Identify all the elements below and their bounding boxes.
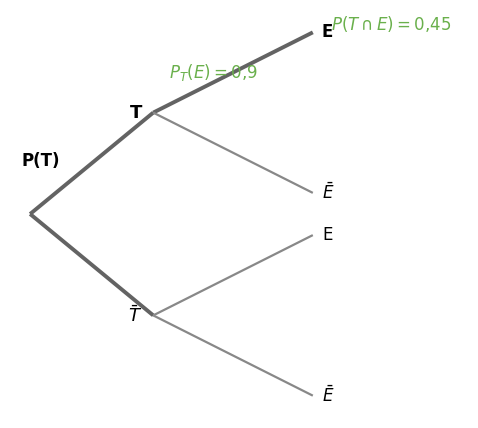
Text: $\bar{E}$: $\bar{E}$	[322, 386, 335, 406]
Text: E: E	[322, 226, 332, 244]
Text: P(T): P(T)	[21, 152, 60, 170]
Text: E: E	[322, 24, 333, 42]
Text: $P(T \cap E) = 0{,}45$: $P(T \cap E) = 0{,}45$	[331, 14, 451, 34]
Text: T: T	[130, 104, 142, 122]
Text: $P_T(E) = 0{,}9$: $P_T(E) = 0{,}9$	[169, 62, 258, 83]
Text: $\bar{E}$: $\bar{E}$	[322, 183, 335, 203]
Text: $\bar{T}$: $\bar{T}$	[128, 305, 142, 326]
